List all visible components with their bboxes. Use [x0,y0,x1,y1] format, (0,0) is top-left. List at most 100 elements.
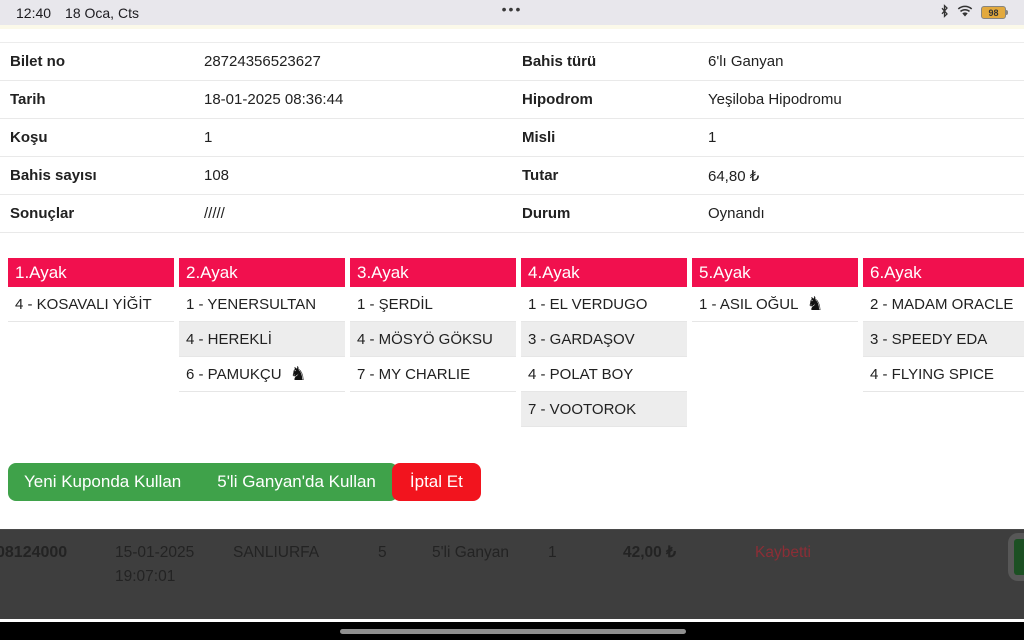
horse-cell: 1 - EL VERDUGO [521,287,687,322]
detail-label: Bilet no [10,53,65,70]
green-button-group: Yeni Kuponda Kullan 5'li Ganyan'da Kulla… [8,463,398,501]
leg-column: 3.Ayak 1 - ŞERDİL 4 - MÖSYÖ GÖKSU 7 - MY CH… [350,258,516,427]
use-new-coupon-button[interactable]: Yeni Kuponda Kullan [8,463,203,501]
detail-row: Bilet no 28724356523627 [0,43,512,81]
history-bahis-turu: 5'li Ganyan [431,544,510,561]
cutoff-green-button[interactable] [1008,533,1024,581]
battery-nub [1006,10,1008,15]
horse-cell: 7 - VOOTOROK [521,392,687,427]
clock: 12:40 [16,4,52,21]
leg-column: 5.Ayak 1 - ASIL OĞUL ♞ [692,258,858,427]
horse-name: 4 - FLYING SPICE [870,365,994,383]
horse-cell: 3 - SPEEDY EDA [863,322,1024,357]
horse-name: 1 - YENERSULTAN [186,295,317,313]
horse-name: 4 - KOSAVALI YİĞİT [15,295,152,313]
horse-head-icon: ♞ [806,293,824,315]
horse-name: 4 - MÖSYÖ GÖKSU [357,330,493,348]
horse-name: 3 - GARDAŞOV [528,330,635,348]
horse-cell: 7 - MY CHARLIE [350,357,516,392]
detail-row: Durum Oynandı [512,195,1024,233]
history-hipodrom: SANLIURFA [233,544,320,561]
detail-row: Bahis sayısı 108 [0,157,512,195]
horse-name: 1 - ŞERDİL [357,295,433,313]
detail-value: 18-01-2025 08:36:44 [204,91,344,108]
detail-row: Hipodrom Yeşiloba Hipodromu [512,81,1024,119]
detail-value: 1 [204,129,213,146]
leg-header: 1.Ayak [8,258,174,287]
horse-cell: 6 - PAMUKÇU ♞ [179,357,345,392]
home-indicator[interactable] [340,629,686,634]
horse-name: 4 - POLAT BOY [528,365,634,383]
detail-row: Misli 1 [512,119,1024,157]
dimmed-history-section: 08124000 15-01-2025 19:07:01 SANLIURFA 5 5'l… [0,529,1024,619]
battery-percent: 98 [981,6,1006,19]
horse-cell: 1 - ASIL OĞUL ♞ [692,287,858,322]
horse-name: 6 - PAMUKÇU [186,365,282,383]
horse-name: 2 - MADAM ORACLE [870,295,1014,313]
leg-header: 3.Ayak [350,258,516,287]
camera-cutout-dots: ••• [501,1,523,17]
status-bar: 12:40 18 Oca, Cts ••• 98 [0,0,1024,25]
horse-name: 1 - EL VERDUGO [528,295,648,313]
battery-icon: 98 [981,6,1008,19]
detail-label: Durum [522,205,571,222]
horse-cell: 1 - YENERSULTAN [179,287,345,322]
ticket-details: Bilet no 28724356523627 Tarih 18-01-2025 08… [0,42,1024,233]
horse-head-icon: ♞ [289,363,307,385]
detail-value: 6'lı Ganyan [708,53,784,70]
horse-name: 7 - VOOTOROK [528,400,637,418]
use-in-5li-ganyan-button[interactable]: 5'li Ganyan'da Kullan [203,463,398,501]
detail-row: Tarih 18-01-2025 08:36:44 [0,81,512,119]
horse-cell: 1 - ŞERDİL [350,287,516,322]
cancel-ticket-button[interactable]: İptal Et [391,463,481,501]
history-kosu: 5 [378,544,387,561]
history-tutar: 42,00 ₺ [623,544,676,561]
bluetooth-icon [940,4,949,21]
detail-label: Koşu [10,129,48,146]
leg-column: 1.Ayak 4 - KOSAVALI YİĞİT [8,258,174,427]
history-misli: 1 [548,544,557,561]
leg-header: 4.Ayak [521,258,687,287]
system-nav-bar [0,622,1024,640]
history-datetime: 15-01-2025 19:07:01 [115,544,195,586]
history-row[interactable]: 08124000 15-01-2025 19:07:01 SANLIURFA 5 5'l… [0,530,1024,589]
statusbar-divider [0,25,1024,29]
status-date: 18 Oca, Cts [65,4,139,21]
action-bar: Yeni Kuponda Kullan 5'li Ganyan'da Kulla… [8,463,1024,501]
detail-row: Sonuçlar ///// [0,195,512,233]
leg-column: 6.Ayak 2 - MADAM ORACLE 3 - SPEEDY EDA 4 - … [863,258,1024,427]
horse-cell: 4 - HEREKLİ [179,322,345,357]
detail-value: Yeşiloba Hipodromu [708,91,842,108]
horse-name: 4 - HEREKLİ [186,330,272,348]
detail-row: Tutar 64,80 ₺ [512,157,1024,195]
leg-column: 4.Ayak 1 - EL VERDUGO 3 - GARDAŞOV 4 - POLA… [521,258,687,427]
detail-value: ///// [204,205,225,222]
horse-name: 1 - ASIL OĞUL [699,295,799,313]
detail-label: Bahis sayısı [10,167,97,184]
horse-cell: 2 - MADAM ORACLE [863,287,1024,322]
detail-label: Sonuçlar [10,205,75,222]
horse-cell: 4 - FLYING SPICE [863,357,1024,392]
leg-header: 6.Ayak [863,258,1024,287]
horse-name: 3 - SPEEDY EDA [870,330,988,348]
horse-cell: 3 - GARDAŞOV [521,322,687,357]
history-durum: Kaybetti [755,544,812,561]
detail-value: 108 [204,167,230,184]
detail-label: Tutar [522,167,559,184]
leg-header: 5.Ayak [692,258,858,287]
leg-header: 2.Ayak [179,258,345,287]
horse-name: 7 - MY CHARLIE [357,365,471,383]
history-ticket-id: 08124000 [0,544,68,561]
detail-label: Misli [522,129,556,146]
detail-label: Tarih [10,91,46,108]
horse-cell: 4 - KOSAVALI YİĞİT [8,287,174,322]
detail-row: Bahis türü 6'lı Ganyan [512,43,1024,81]
horse-cell: 4 - MÖSYÖ GÖKSU [350,322,516,357]
leg-column: 2.Ayak 1 - YENERSULTAN 4 - HEREKLİ 6 - PAMU… [179,258,345,427]
ticket-details-right: Bahis türü 6'lı Ganyan Hipodrom Yeşiloba Hi… [512,43,1024,233]
legs-table: 1.Ayak 4 - KOSAVALI YİĞİT 2.Ayak 1 - YENERS… [8,258,1024,427]
cutoff-green-button-fill [1014,539,1024,575]
detail-row: Koşu 1 [0,119,512,157]
detail-value: 1 [708,129,717,146]
horse-cell: 4 - POLAT BOY [521,357,687,392]
